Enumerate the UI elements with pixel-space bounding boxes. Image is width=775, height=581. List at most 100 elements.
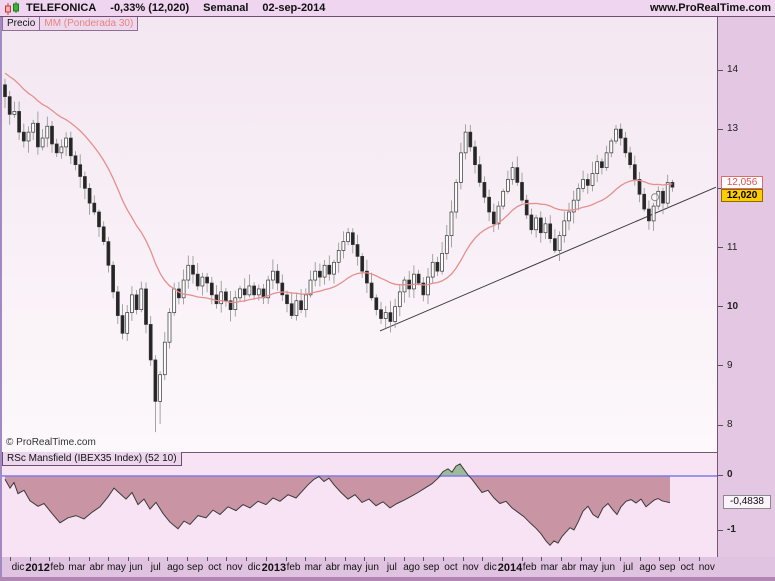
candle-body [515,167,520,183]
moving-average-line [4,72,673,303]
trend-line [379,186,717,332]
window-bottom-border [0,577,775,581]
candlestick-chart-canvas[interactable] [2,17,717,452]
time-axis-label: 2014 [497,562,523,574]
candle-body [172,288,177,313]
tab-mm-ponderada-30[interactable]: MM (Ponderada 30) [40,17,139,31]
candle-body [7,96,12,115]
candle-body [21,131,26,142]
indicator-line [4,463,671,547]
time-tick-mark [324,557,326,561]
candle-body [3,84,7,97]
candle-body [628,152,632,166]
candle-body [45,125,50,139]
indicator-tick-label: -1 [727,524,736,535]
candle-body [609,140,614,154]
time-tick-mark [49,557,51,561]
candle-body [200,276,205,287]
title-bar: TELEFONICA -0,33% (12,020) Semanal 02-se… [0,0,775,17]
time-tick-mark [541,557,543,561]
candle-body [379,309,383,319]
candle-body [73,155,78,166]
change-value: -0,33% (12,020) [110,2,190,14]
candle-body [670,182,675,188]
time-tick-mark [639,557,641,561]
time-tick-mark [698,557,700,561]
time-axis-label: jul [623,562,634,573]
time-axis-label: oct [208,562,222,573]
price-tick-mark [718,69,723,71]
time-tick-mark [246,557,248,561]
tab-rsc-mansfield[interactable]: RSc Mansfield (IBEX35 Index) (52 10) [2,452,182,466]
candle-body [115,291,120,316]
candle-body [17,111,21,133]
price-tick-mark [718,128,723,130]
candle-body [426,276,430,296]
tab-precio[interactable]: Precio [2,17,41,31]
time-axis-label: nov [462,562,479,573]
prorealtime-url: www.ProRealTime.com [649,2,771,14]
candle-body [303,294,308,310]
candle-body [590,173,595,186]
candle-body [162,341,167,376]
candle-body [36,122,40,148]
indicator-panel[interactable] [2,452,718,558]
candle-body [252,285,256,296]
time-axis-label: feb [50,562,65,573]
candle-body [585,179,590,186]
indicator-tick-mark [718,474,723,476]
candle-body [510,167,515,180]
candle-body [501,190,506,207]
candle-body [632,164,637,180]
candle-body [388,312,393,322]
candle-body [78,164,83,177]
symbol-name: TELEFONICA [26,2,97,14]
time-axis-label: may [106,562,126,573]
time-tick-mark [108,557,110,561]
time-tick-mark [69,557,71,561]
time-tick-mark [344,557,346,561]
candle-body [242,288,247,296]
time-axis-label: sep [423,562,440,573]
candle-body [336,250,341,263]
price-tick-mark [718,306,723,308]
candle-body [412,273,416,290]
candle-body [247,285,252,296]
candle-body [567,211,571,222]
candle-body [130,294,134,313]
candle-body [477,164,482,183]
candle-body [181,279,186,299]
time-tick-mark [600,557,602,561]
time-axis-label: abr [325,562,341,573]
time-axis-label: mar [304,562,322,573]
candle-body [40,137,45,148]
candle-body [604,152,609,168]
candle-body [209,282,214,296]
candle-body [651,205,656,222]
candle-body [275,270,280,284]
candle-body [322,264,327,278]
time-axis-label: may [579,562,599,573]
time-tick-mark [187,557,189,561]
time-axis-label: sep [187,562,204,573]
candle-body [397,291,402,308]
candle-body [454,182,459,213]
candle-body [350,232,355,245]
candle-body [238,288,242,299]
candle-body [637,179,642,195]
candle-body [308,279,313,296]
candle-body [120,315,125,334]
annotation-circle [651,193,659,202]
main-chart-area[interactable]: © ProRealTime.com [2,17,718,452]
candle-body [12,111,17,115]
candle-body [214,294,219,305]
time-tick-mark [679,557,681,561]
candle-body [224,291,228,302]
candle-body [158,374,162,402]
time-tick-mark [561,557,563,561]
indicator-chart-canvas[interactable] [2,453,717,557]
candle-body [393,306,397,322]
date-label: 02-sep-2014 [262,2,326,14]
candle-body [177,288,181,299]
time-axis-label: abr [561,562,577,573]
